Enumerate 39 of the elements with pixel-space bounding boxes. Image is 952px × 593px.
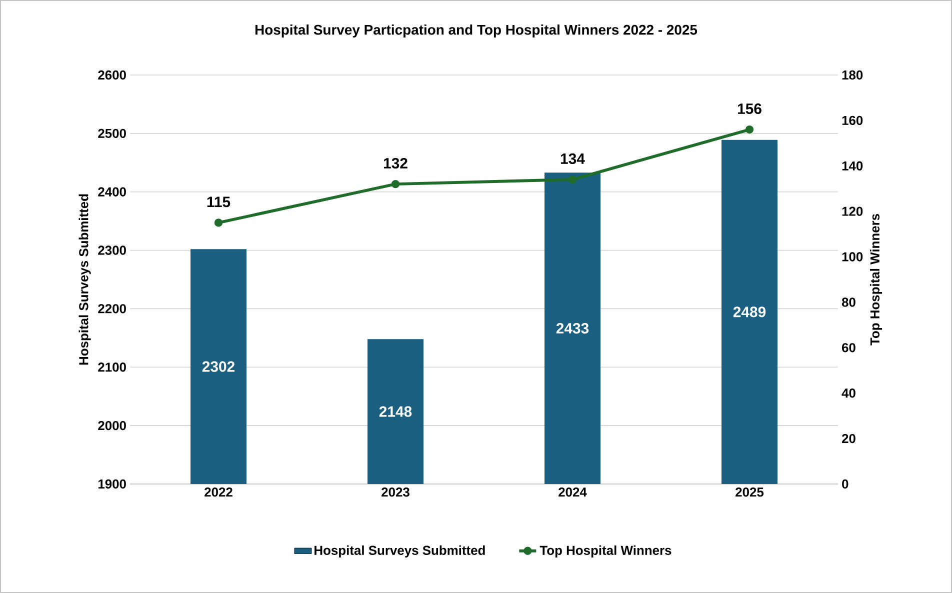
point [745,125,754,134]
data-label: 2148 [379,406,412,417]
x-tick-label: 2023 [382,488,410,497]
x-tick-label: 2022 [204,488,232,497]
y-axis-title: Hospital Surveys Submitted [78,194,91,365]
data-label: 115 [207,196,230,208]
data-label: 2489 [733,306,766,318]
x-tick-label: 2024 [558,488,587,497]
data-label: 156 [738,103,762,114]
point [568,175,577,184]
data-label: 134 [560,153,585,164]
y2-tick-label: 80 [842,298,856,307]
chart-title: Hospital Survey Particpation and Top Hospital Winners 2022 - 2025 [255,24,698,38]
y2-tick-label: 120 [842,206,863,216]
point [214,218,223,227]
legend-label: Hospital Surveys Submitted [314,545,485,558]
y-tick-label: 2500 [98,128,126,138]
y-tick-label: 2300 [98,246,126,255]
y-tick-label: 2100 [98,362,126,372]
y-tick-label: 2000 [98,420,126,430]
y2-axis-title: Top Hospital Winners [870,214,882,346]
y2-tick-label: 20 [842,434,856,444]
y2-tick-label: 0 [842,479,848,489]
data-label: 2433 [556,322,589,334]
y2-tick-label: 180 [842,70,863,80]
y-tick-label: 2200 [98,304,126,314]
data-label: 2302 [202,361,235,372]
y-tick-label: 2400 [98,187,126,196]
y2-tick-label: 60 [842,343,856,352]
y2-tick-label: 160 [842,116,863,126]
x-tick-label: 2025 [736,488,764,497]
y2-tick-label: 100 [842,252,863,262]
point [391,180,400,188]
data-label: 132 [384,158,408,169]
y2-tick-label: 140 [842,161,863,170]
y-tick-label: 1900 [98,479,126,489]
y2-tick-label: 40 [842,388,856,398]
y-tick-label: 2600 [98,70,126,80]
legend-label: Top Hospital Winners [540,545,672,558]
